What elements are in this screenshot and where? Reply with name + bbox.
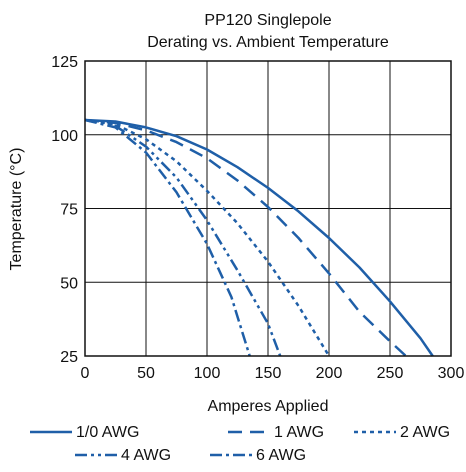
y-tick-label: 75 [60,202,78,219]
legend: 1/0 AWG 1 AWG 2 AWG 4 AWG 6 AWG [30,424,450,464]
chart-title: PP120 Singlepole [204,12,331,29]
series-line-1 [84,118,407,357]
series-line-0 [84,118,434,357]
legend-label-2: 2 AWG [400,424,450,441]
series-line-2 [84,118,331,357]
series-line-3 [84,118,282,357]
y-axis-label: Temperature (°C) [8,148,25,271]
series-lines [84,118,434,357]
legend-label-3: 4 AWG [121,447,171,464]
x-tick-label: 100 [194,365,221,382]
y-tick-label: 50 [60,275,78,292]
series-line-4 [84,118,251,357]
tick-labels: 0 50 100 150 200 250 300 25 50 75 100 125 [51,54,464,382]
y-tick-label: 125 [51,54,78,71]
x-tick-label: 50 [137,365,155,382]
y-tick-label: 25 [60,349,78,366]
x-tick-label: 300 [438,365,465,382]
x-axis-label: Amperes Applied [208,398,329,415]
x-tick-label: 250 [377,365,404,382]
y-tick-label: 100 [51,128,78,145]
x-tick-label: 150 [255,365,282,382]
plot-frame [84,60,452,357]
legend-label-1: 1 AWG [274,424,324,441]
legend-label-0: 1/0 AWG [76,424,139,441]
legend-label-4: 6 AWG [256,447,306,464]
x-tick-label: 200 [316,365,343,382]
x-tick-label: 0 [81,365,90,382]
chart-subtitle: Derating vs. Ambient Temperature [147,34,389,51]
